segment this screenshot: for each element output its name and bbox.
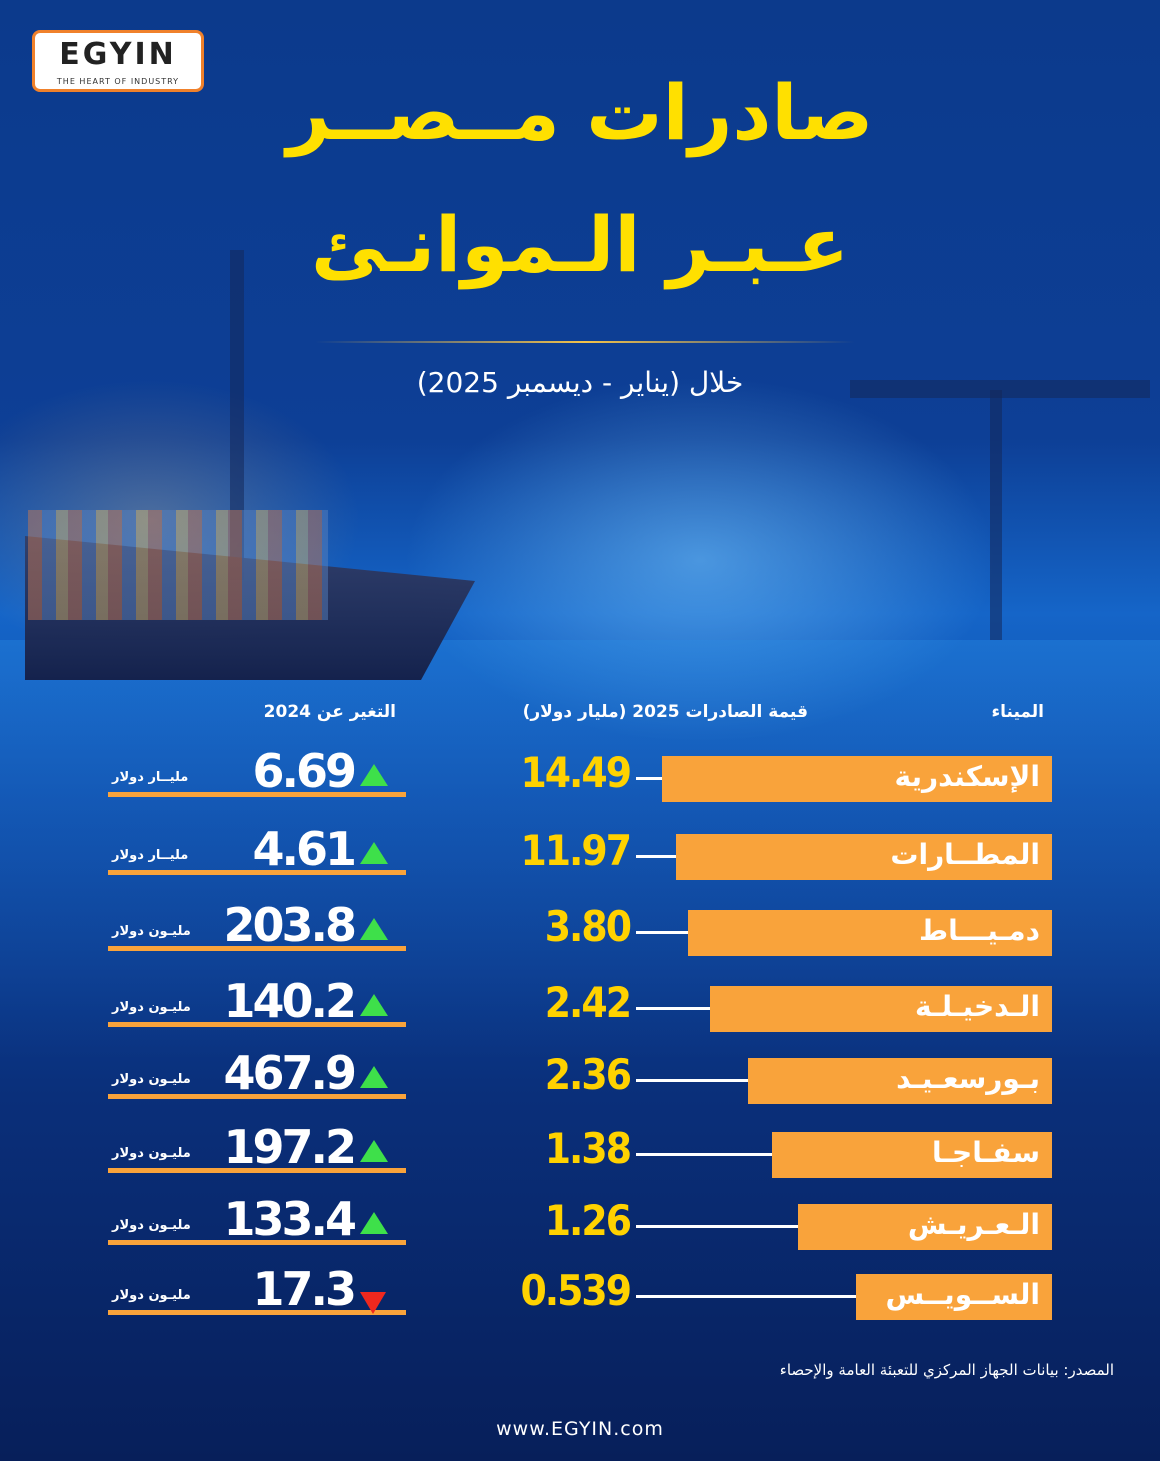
export-value: 1.38 [544, 1124, 632, 1173]
arrow-up-icon [360, 1140, 388, 1162]
column-header-port: الميناء [991, 702, 1044, 722]
logo-name: EGYIN [59, 37, 177, 72]
export-value: 2.36 [544, 1050, 632, 1099]
change-unit: مليـون دولار [112, 1072, 191, 1087]
export-value: 3.80 [544, 902, 632, 951]
arrow-up-icon [360, 1212, 388, 1234]
export-value: 0.539 [520, 1266, 632, 1315]
ship-containers [28, 510, 328, 620]
port-row: دمـيـــاط 3.80 203.8 مليـون دولار [0, 898, 1160, 966]
arrow-up-icon [360, 994, 388, 1016]
change-value: 197.2 [223, 1120, 357, 1174]
change-unit: مليــار دولار [112, 770, 189, 785]
change-unit: مليـون دولار [112, 924, 191, 939]
export-bar: الـدخيـلـة [710, 986, 1052, 1032]
export-bar: الإسكندرية [662, 756, 1052, 802]
port-row: المطــارات 11.97 4.61 مليــار دولار [0, 822, 1160, 890]
port-row: بـورسعـيـد 2.36 467.9 مليـون دولار [0, 1046, 1160, 1114]
change-underline [108, 1168, 406, 1173]
export-bar: بـورسعـيـد [748, 1058, 1052, 1104]
port-name: الســويــس [885, 1278, 1040, 1311]
bar-connector [636, 931, 688, 934]
export-value: 2.42 [544, 978, 632, 1027]
change-value: 6.69 [252, 744, 357, 798]
change-value: 203.8 [223, 898, 357, 952]
title-line-1: صادرات مــصــر [286, 68, 874, 157]
title-divider [315, 341, 855, 343]
port-row: الإسكندرية 14.49 6.69 مليــار دولار [0, 744, 1160, 812]
export-value: 11.97 [520, 826, 632, 875]
change-underline [108, 1240, 406, 1245]
bar-connector [636, 1153, 772, 1156]
egyin-logo[interactable]: EGYIN THE HEART OF INDUSTRY [32, 30, 204, 92]
change-unit: مليـون دولار [112, 1288, 191, 1303]
export-bar: المطــارات [676, 834, 1052, 880]
change-value: 467.9 [223, 1046, 357, 1100]
bar-connector [636, 1295, 856, 1298]
crane-silhouette-left [230, 250, 244, 580]
port-row: سفـاجـا 1.38 197.2 مليـون دولار [0, 1120, 1160, 1188]
bar-connector [636, 1225, 798, 1228]
change-unit: مليـون دولار [112, 1146, 191, 1161]
port-row: الســويــس 0.539 17.3 مليـون دولار [0, 1262, 1160, 1330]
website-link[interactable]: www.EGYIN.com [496, 1418, 664, 1440]
change-underline [108, 870, 406, 875]
change-value: 17.3 [252, 1262, 357, 1316]
title-line-2: عـبـر الـموانـئ [310, 200, 849, 289]
change-underline [108, 792, 406, 797]
crane-leg-right [990, 390, 1002, 640]
change-value: 140.2 [223, 974, 357, 1028]
crane-silhouette-right [850, 380, 1150, 398]
port-name: الـدخيـلـة [914, 990, 1040, 1023]
change-unit: مليــار دولار [112, 848, 189, 863]
port-name: الـعـريـش [907, 1208, 1040, 1241]
export-bar: الســويــس [856, 1274, 1052, 1320]
change-value: 133.4 [223, 1192, 357, 1246]
port-name: دمـيـــاط [918, 914, 1040, 947]
port-row: الـعـريـش 1.26 133.4 مليـون دولار [0, 1192, 1160, 1260]
change-unit: مليـون دولار [112, 1000, 191, 1015]
export-bar: الـعـريـش [798, 1204, 1052, 1250]
change-value: 4.61 [252, 822, 357, 876]
bar-connector [636, 1007, 710, 1010]
arrow-up-icon [360, 764, 388, 786]
subtitle: خلال (يناير - ديسمبر 2025) [416, 366, 744, 399]
bar-connector [636, 777, 662, 780]
export-bar: دمـيـــاط [688, 910, 1052, 956]
port-name: المطــارات [890, 838, 1040, 871]
change-unit: مليـون دولار [112, 1218, 191, 1233]
port-name: سفـاجـا [931, 1136, 1040, 1169]
port-row: الـدخيـلـة 2.42 140.2 مليـون دولار [0, 974, 1160, 1042]
change-underline [108, 946, 406, 951]
export-value: 14.49 [520, 748, 632, 797]
column-header-value: قيمة الصادرات 2025 (مليار دولار) [522, 702, 808, 722]
change-underline [108, 1310, 406, 1315]
bar-connector [636, 1079, 748, 1082]
change-underline [108, 1022, 406, 1027]
bar-connector [636, 855, 676, 858]
arrow-up-icon [360, 1066, 388, 1088]
change-underline [108, 1094, 406, 1099]
logo-tagline: THE HEART OF INDUSTRY [56, 77, 180, 86]
source-note: المصدر: بيانات الجهاز المركزي للتعبئة ال… [779, 1361, 1114, 1379]
port-name: الإسكندرية [894, 760, 1040, 793]
arrow-up-icon [360, 842, 388, 864]
export-value: 1.26 [544, 1196, 632, 1245]
arrow-up-icon [360, 918, 388, 940]
export-bar: سفـاجـا [772, 1132, 1052, 1178]
column-header-change: التغير عن 2024 [263, 702, 396, 722]
arrow-down-icon [360, 1292, 386, 1314]
port-name: بـورسعـيـد [896, 1062, 1040, 1095]
